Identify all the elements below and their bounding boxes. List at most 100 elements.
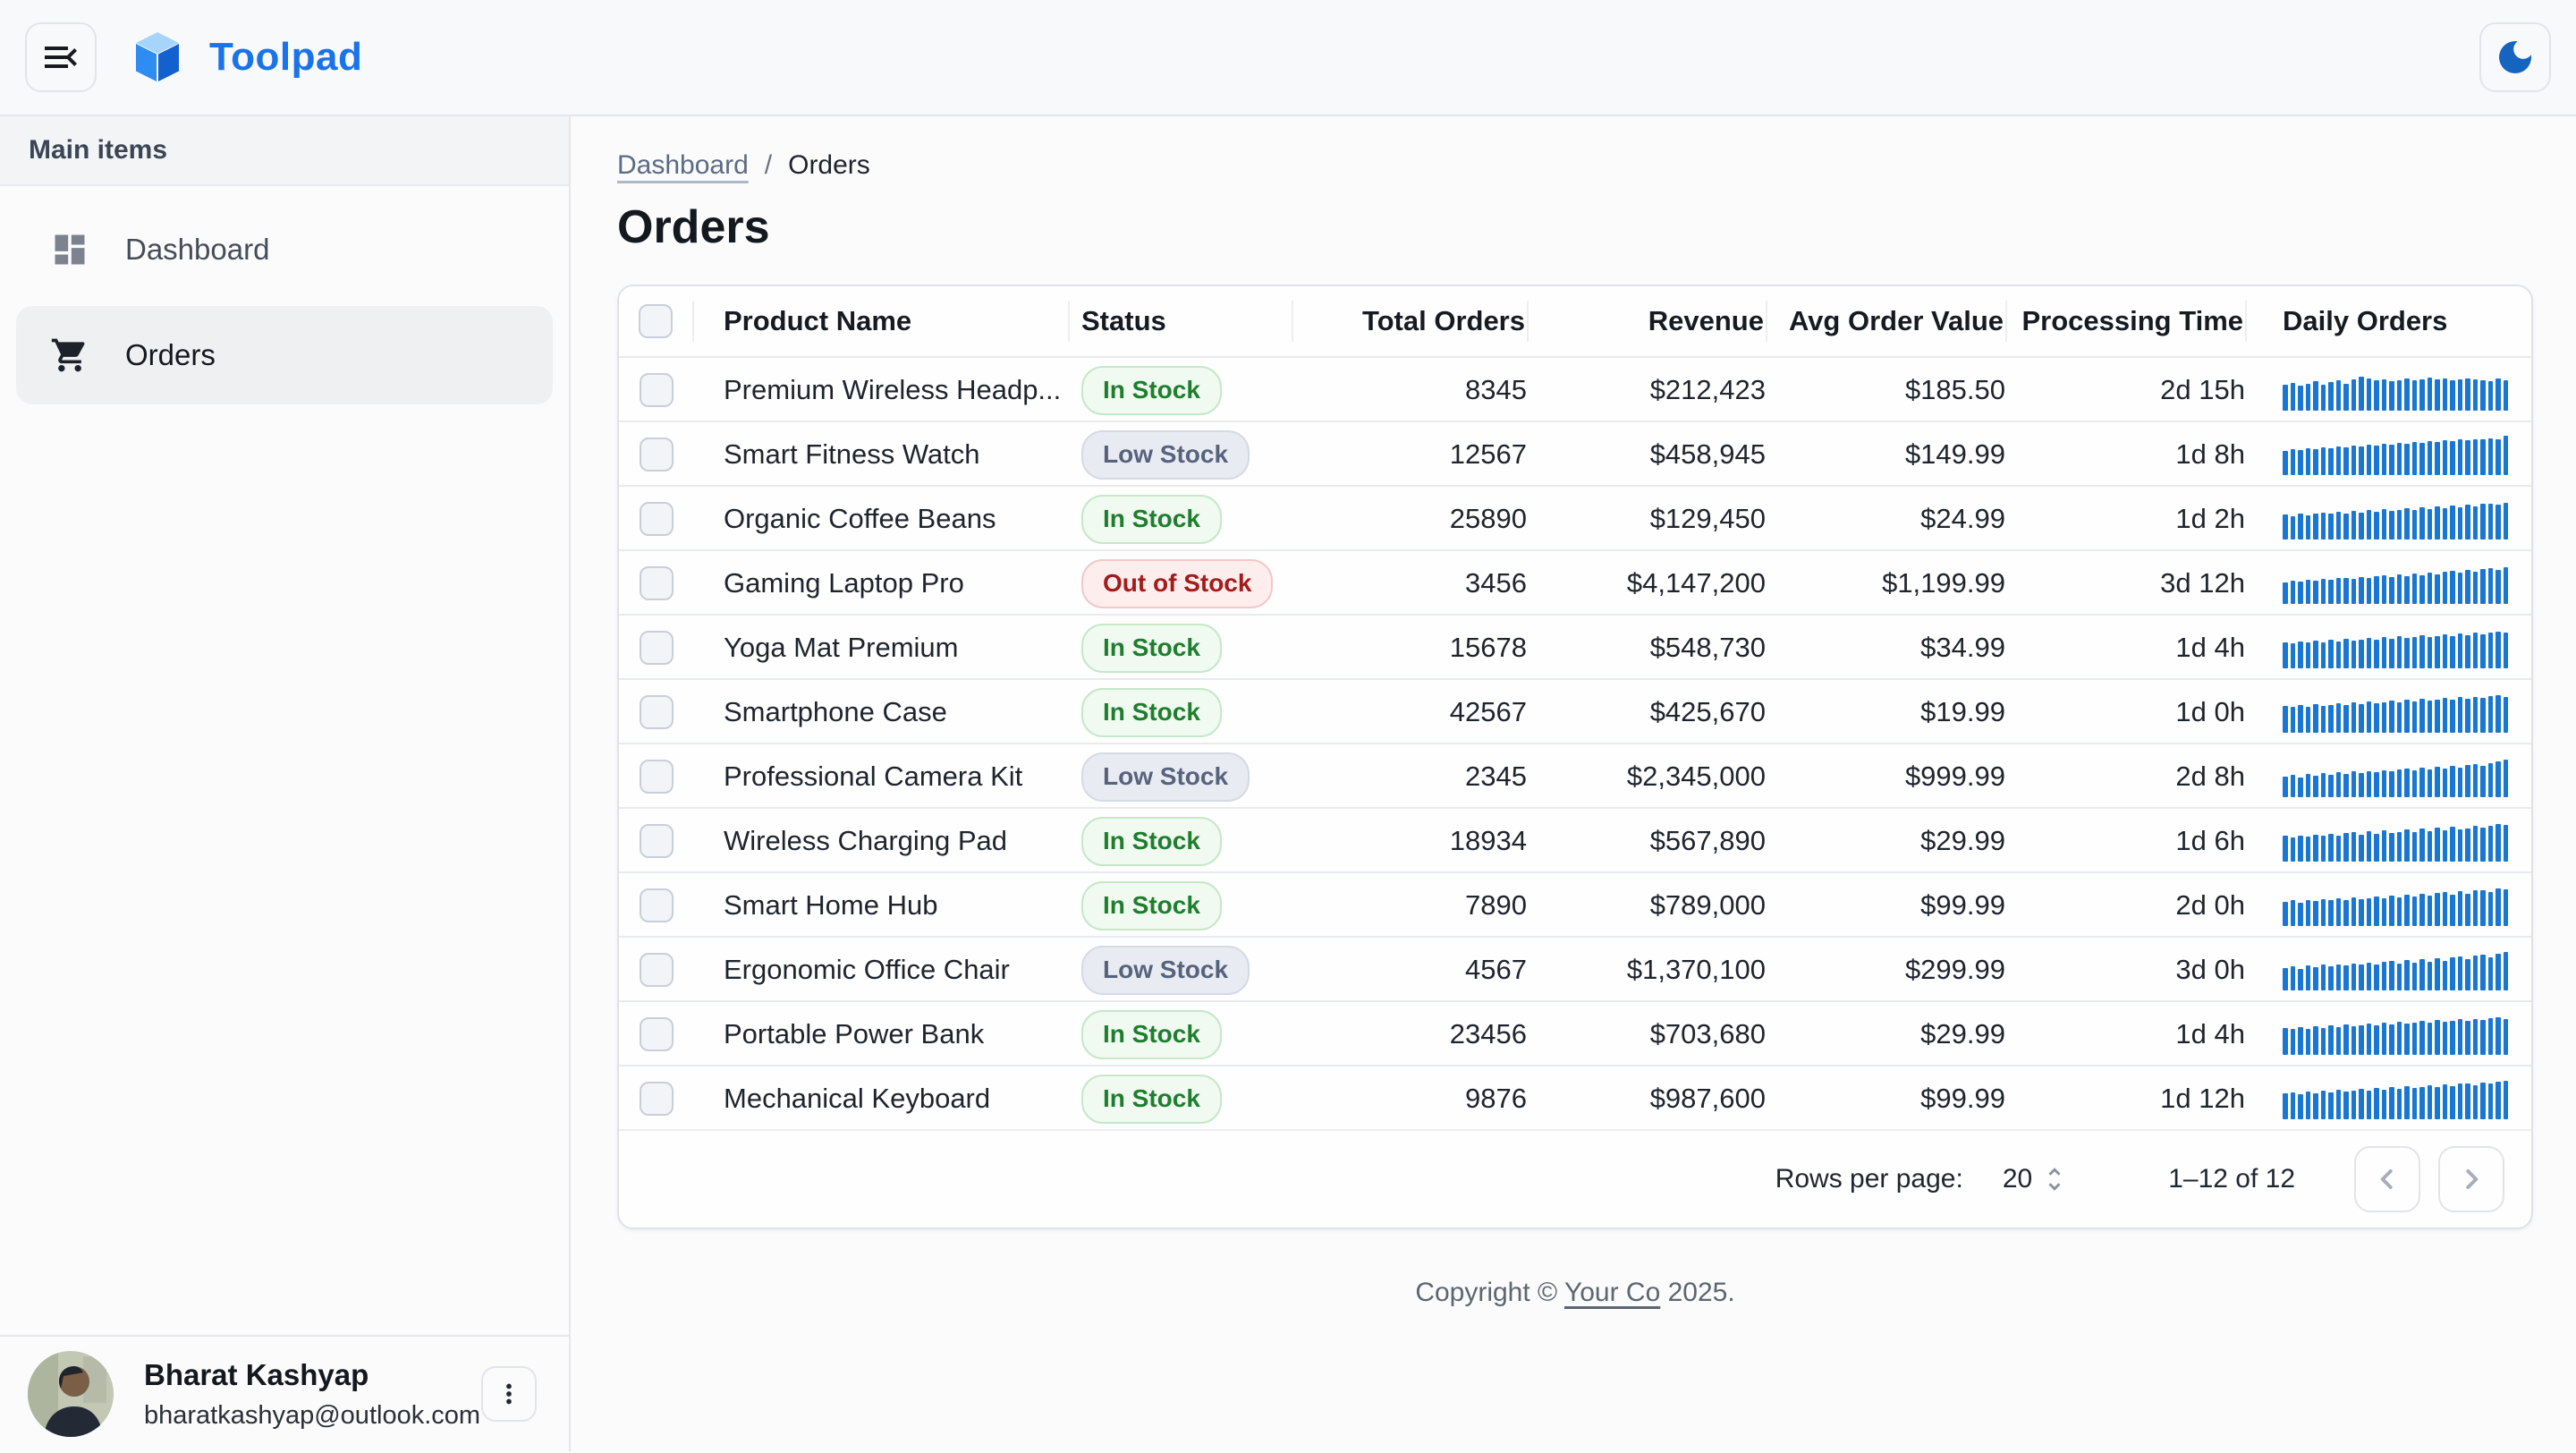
total-orders-cell: 15678 bbox=[1449, 632, 1527, 663]
table-row: Ergonomic Office Chair Low Stock 4567 $1… bbox=[619, 936, 2531, 1000]
avatar bbox=[28, 1351, 114, 1437]
copyright-footer: Copyright © Your Co 2025. bbox=[617, 1278, 2533, 1308]
row-checkbox[interactable] bbox=[640, 1017, 674, 1051]
total-orders-cell: 18934 bbox=[1449, 825, 1527, 856]
status-badge: In Stock bbox=[1081, 1074, 1222, 1124]
row-checkbox[interactable] bbox=[640, 953, 674, 987]
status-badge: Low Stock bbox=[1081, 752, 1250, 802]
daily-orders-sparkline bbox=[2283, 434, 2508, 475]
avg-order-value-cell: $29.99 bbox=[1920, 825, 2005, 856]
product-name-cell: Wireless Charging Pad bbox=[724, 825, 1008, 856]
row-checkbox[interactable] bbox=[640, 695, 674, 729]
total-orders-cell: 25890 bbox=[1449, 503, 1527, 534]
row-select-cell bbox=[619, 1017, 694, 1051]
chevron-right-icon bbox=[2466, 1169, 2479, 1189]
processing-time-cell: 1d 2h bbox=[2175, 503, 2245, 534]
table-row: Organic Coffee Beans In Stock 25890 $129… bbox=[619, 485, 2531, 549]
product-name-cell: Yoga Mat Premium bbox=[724, 632, 959, 663]
column-header-processing-time[interactable]: Processing Time bbox=[2007, 301, 2247, 342]
processing-time-cell: 1d 4h bbox=[2175, 1018, 2245, 1049]
collapse-menu-button[interactable] bbox=[25, 22, 97, 92]
copyright-prefix: Copyright © bbox=[1415, 1278, 1564, 1307]
row-select-cell bbox=[619, 953, 694, 987]
rows-per-page-select[interactable]: 20 bbox=[2003, 1164, 2070, 1194]
row-select-cell bbox=[619, 1082, 694, 1116]
row-checkbox[interactable] bbox=[640, 438, 674, 472]
product-name-cell: Ergonomic Office Chair bbox=[724, 954, 1010, 985]
sidebar: Main items Dashboard Orders bbox=[0, 116, 571, 1451]
sidebar-item-orders[interactable]: Orders bbox=[16, 306, 553, 404]
table-row: Yoga Mat Premium In Stock 15678 $548,730… bbox=[619, 614, 2531, 678]
breadcrumb-separator: / bbox=[764, 150, 773, 180]
table-row: Portable Power Bank In Stock 23456 $703,… bbox=[619, 1000, 2531, 1065]
next-page-button[interactable] bbox=[2438, 1146, 2504, 1212]
row-checkbox[interactable] bbox=[640, 373, 674, 407]
table-header-row: Product Name Status Total Orders Revenue… bbox=[619, 286, 2531, 356]
column-header-product-name[interactable]: Product Name bbox=[694, 301, 1070, 342]
column-header-daily-orders[interactable]: Daily Orders bbox=[2283, 305, 2448, 336]
table-row: Mechanical Keyboard In Stock 9876 $987,6… bbox=[619, 1065, 2531, 1129]
row-select-cell bbox=[619, 438, 694, 472]
revenue-cell: $212,423 bbox=[1649, 374, 1766, 405]
avg-order-value-cell: $19.99 bbox=[1920, 696, 2005, 727]
row-select-cell bbox=[619, 566, 694, 600]
revenue-cell: $703,680 bbox=[1649, 1018, 1766, 1049]
row-checkbox[interactable] bbox=[640, 1082, 674, 1116]
revenue-cell: $129,450 bbox=[1649, 503, 1766, 534]
previous-page-button[interactable] bbox=[2354, 1146, 2420, 1212]
sidebar-item-label: Dashboard bbox=[125, 233, 270, 266]
breadcrumb-current: Orders bbox=[788, 150, 870, 180]
column-header-avg-order-value[interactable]: Avg Order Value bbox=[1767, 301, 2007, 342]
row-checkbox[interactable] bbox=[640, 888, 674, 922]
column-header-revenue[interactable]: Revenue bbox=[1529, 301, 1767, 342]
company-link[interactable]: Your Co bbox=[1563, 1278, 1661, 1307]
status-badge: Out of Stock bbox=[1081, 558, 1274, 608]
revenue-cell: $4,147,200 bbox=[1626, 567, 1766, 599]
daily-orders-sparkline bbox=[2283, 498, 2508, 540]
pagination-range-label: 1–12 of 12 bbox=[2168, 1164, 2295, 1194]
daily-orders-sparkline bbox=[2283, 949, 2508, 990]
processing-time-cell: 3d 12h bbox=[2160, 567, 2245, 599]
avg-order-value-cell: $299.99 bbox=[1904, 954, 2005, 985]
processing-time-cell: 1d 12h bbox=[2160, 1083, 2245, 1114]
total-orders-cell: 8345 bbox=[1465, 374, 1527, 405]
avg-order-value-cell: $34.99 bbox=[1920, 632, 2005, 663]
avg-order-value-cell: $99.99 bbox=[1920, 1083, 2005, 1114]
row-checkbox[interactable] bbox=[640, 631, 674, 665]
product-name-cell: Gaming Laptop Pro bbox=[724, 567, 964, 599]
user-menu-button[interactable] bbox=[481, 1366, 537, 1422]
processing-time-cell: 1d 8h bbox=[2175, 438, 2245, 470]
pagination-bar: Rows per page: 20 1–12 of 12 bbox=[619, 1129, 2531, 1228]
daily-orders-cell bbox=[2247, 551, 2531, 616]
row-checkbox[interactable] bbox=[640, 502, 674, 536]
row-checkbox[interactable] bbox=[640, 824, 674, 858]
avg-order-value-cell: $999.99 bbox=[1904, 760, 2005, 792]
breadcrumb-link-dashboard[interactable]: Dashboard bbox=[617, 150, 749, 180]
processing-time-cell: 1d 0h bbox=[2175, 696, 2245, 727]
row-checkbox[interactable] bbox=[640, 566, 674, 600]
chevron-left-icon bbox=[2380, 1169, 2393, 1189]
row-checkbox[interactable] bbox=[640, 760, 674, 794]
daily-orders-cell bbox=[2247, 809, 2531, 873]
status-cell: Low Stock bbox=[1070, 945, 1293, 995]
theme-toggle-button[interactable] bbox=[2479, 22, 2551, 92]
page-title: Orders bbox=[617, 201, 770, 253]
app-bar: Toolpad bbox=[0, 0, 2576, 116]
daily-orders-sparkline bbox=[2283, 885, 2508, 926]
breadcrumb: Dashboard / Orders bbox=[617, 150, 2533, 181]
status-badge: In Stock bbox=[1081, 687, 1222, 737]
revenue-cell: $789,000 bbox=[1649, 889, 1766, 921]
select-all-checkbox[interactable] bbox=[639, 304, 673, 338]
daily-orders-sparkline bbox=[2283, 820, 2508, 862]
daily-orders-cell bbox=[2247, 487, 2531, 551]
daily-orders-sparkline bbox=[2283, 370, 2508, 411]
sidebar-item-dashboard[interactable]: Dashboard bbox=[16, 200, 553, 299]
cart-icon bbox=[51, 338, 85, 372]
sidebar-nav: Dashboard Orders bbox=[0, 186, 569, 404]
column-header-total-orders[interactable]: Total Orders bbox=[1293, 301, 1529, 342]
column-header-status[interactable]: Status bbox=[1070, 301, 1293, 342]
row-select-cell bbox=[619, 824, 694, 858]
status-cell: In Stock bbox=[1070, 1074, 1293, 1124]
avg-order-value-cell: $185.50 bbox=[1904, 374, 2005, 405]
row-select-cell bbox=[619, 373, 694, 407]
